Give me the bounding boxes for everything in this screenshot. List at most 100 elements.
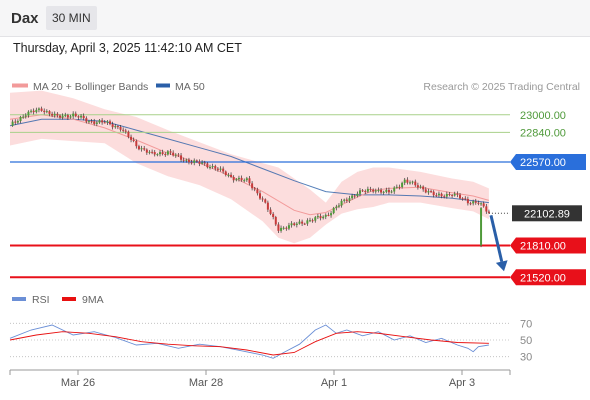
- candle-body: [387, 189, 390, 193]
- candle-body: [477, 202, 480, 204]
- candle-body: [453, 193, 456, 196]
- candle-body: [222, 168, 225, 172]
- copyright-text: Research © 2025 Trading Central: [423, 81, 580, 93]
- candle-body: [272, 213, 275, 218]
- legend-label-rsi: RSI: [32, 294, 50, 306]
- last-price-tag: 22102.89: [512, 205, 582, 222]
- candle-body: [206, 163, 209, 168]
- candle-body: [95, 122, 98, 124]
- candle-body: [366, 188, 369, 192]
- legend-swatch-rsi: [12, 297, 26, 301]
- candle-body: [377, 189, 380, 191]
- candle-body: [14, 121, 17, 123]
- legend-swatch-bollinger: [12, 83, 28, 88]
- candle-body: [401, 182, 404, 188]
- candle-body: [327, 214, 330, 216]
- candle-body: [101, 120, 104, 123]
- candle-body: [361, 190, 364, 192]
- candle-body: [98, 120, 101, 123]
- candle-body: [398, 186, 401, 188]
- candlesticks: [11, 106, 490, 248]
- candle-body: [240, 177, 243, 181]
- candle-body: [140, 148, 143, 150]
- candle-body: [153, 152, 156, 155]
- candle-body: [40, 108, 43, 111]
- candle-body: [480, 208, 483, 246]
- candle-body: [243, 180, 246, 182]
- candle-body: [169, 151, 172, 153]
- candle-body: [109, 121, 111, 125]
- candle-body: [303, 223, 306, 225]
- candle-body: [319, 216, 322, 219]
- candle-body: [351, 195, 354, 199]
- rsi-tick-label: 70: [520, 318, 532, 330]
- candle-body: [85, 118, 88, 122]
- candle-body: [411, 181, 414, 183]
- candle-body: [22, 116, 25, 118]
- candle-body: [203, 162, 206, 164]
- candle-body: [201, 162, 204, 164]
- forecast-arrow-head: [495, 260, 508, 272]
- candle-body: [80, 115, 83, 118]
- candle-body: [364, 191, 367, 193]
- candle-body: [219, 168, 222, 170]
- candle-body: [356, 193, 359, 197]
- candle-body: [293, 223, 296, 226]
- candle-body: [382, 191, 385, 193]
- candle-body: [443, 196, 446, 198]
- candle-body: [424, 189, 427, 193]
- candle-body: [45, 111, 48, 113]
- candle-body: [90, 121, 93, 123]
- candle-body: [474, 201, 477, 203]
- candle-body: [193, 160, 196, 163]
- candle-body: [30, 110, 33, 112]
- ma20-line: [9, 114, 490, 216]
- candle-body: [211, 166, 214, 168]
- candle-body: [177, 154, 180, 156]
- candle-body: [87, 121, 90, 123]
- x-tick-label: Mar 26: [61, 377, 95, 389]
- candle-body: [448, 193, 451, 195]
- candle-body: [309, 220, 311, 222]
- level-label-22570.00: 22570.00: [520, 157, 566, 169]
- candle-body: [103, 122, 106, 124]
- candle-body: [369, 188, 372, 190]
- candle-body: [66, 115, 69, 118]
- candle-body: [224, 171, 227, 175]
- candle-body: [106, 121, 109, 123]
- legend-label-bollinger: MA 20 + Bollinger Bands: [33, 81, 148, 93]
- rsi-gridlines: 70 50 30: [10, 318, 532, 364]
- candle-body: [148, 151, 151, 153]
- candle-body: [32, 110, 35, 113]
- candle-body: [172, 152, 175, 156]
- level-tag-21520.00: [510, 269, 586, 286]
- candle-body: [111, 124, 114, 128]
- candle-body: [353, 195, 356, 197]
- candle-body: [16, 121, 19, 123]
- timeframe-button[interactable]: 30 MIN: [46, 6, 97, 30]
- candle-body: [180, 155, 183, 160]
- rsi-ma-line: [9, 331, 489, 356]
- candle-body: [295, 223, 298, 226]
- candle-body: [35, 109, 38, 113]
- candle-body: [337, 205, 340, 207]
- candle-body: [164, 154, 167, 156]
- level-tag-22570.00: [510, 153, 586, 170]
- candle-body: [132, 139, 135, 142]
- candle-body: [77, 116, 80, 118]
- candle-body: [74, 113, 77, 117]
- candle-body: [482, 203, 485, 207]
- candle-body: [422, 186, 425, 190]
- candle-body: [340, 200, 343, 206]
- candle-body: [135, 141, 138, 147]
- candle-body: [316, 216, 319, 218]
- candle-body: [56, 113, 59, 116]
- candle-body: [322, 216, 325, 219]
- legend-swatch-ma50: [156, 83, 170, 88]
- candle-body: [343, 199, 346, 201]
- top-bar: Dax 30 MIN: [0, 0, 590, 37]
- candle-body: [445, 193, 448, 197]
- candle-body: [298, 221, 301, 224]
- candle-body: [127, 131, 130, 137]
- candle-body: [143, 148, 146, 150]
